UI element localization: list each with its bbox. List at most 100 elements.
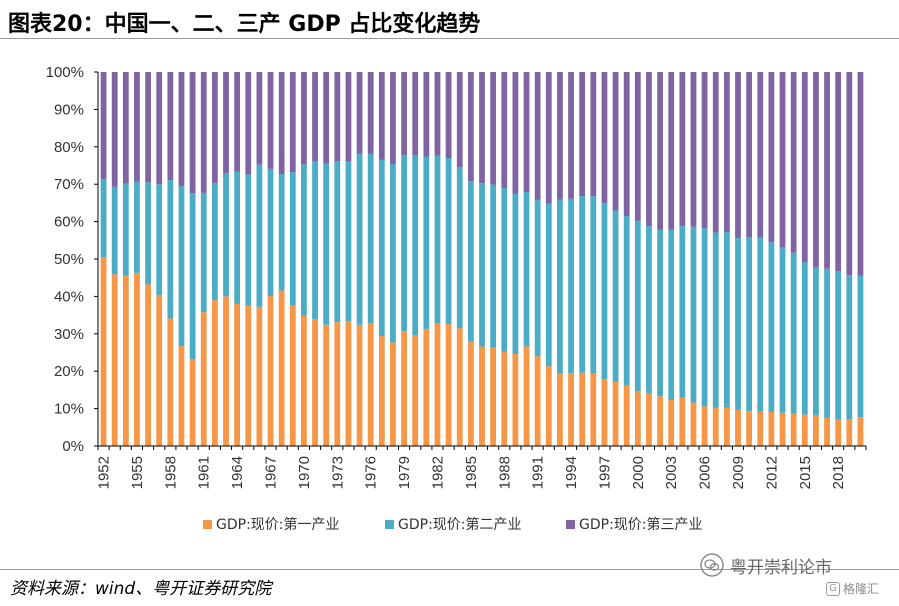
bar-segment-3-1983	[445, 72, 452, 159]
bar-segment-2-1958	[167, 180, 174, 319]
bar-segment-3-1976	[367, 72, 374, 154]
bar-segment-3-1954	[122, 72, 129, 184]
bar-segment-1-2009	[735, 410, 741, 446]
bar-segment-2-1995	[579, 196, 586, 373]
bar-segment-3-2004	[679, 72, 686, 227]
bar-segment-3-1975	[356, 72, 363, 154]
source-note: 资料来源：wind、粤开证券研究院	[10, 579, 272, 599]
x-tick-label: 1976	[363, 456, 380, 489]
x-tick-label: 1970	[296, 456, 313, 489]
bar-segment-1-2019	[846, 419, 853, 446]
bar-segment-3-2003	[668, 72, 675, 230]
bar-segment-1-1986	[479, 346, 485, 446]
bar-segment-2-2003	[668, 229, 675, 400]
bar-segment-2-1967	[267, 168, 274, 297]
bar-segment-1-2008	[723, 407, 730, 446]
x-tick-label: 1988	[496, 456, 513, 489]
bar-segment-2-2004	[679, 226, 686, 398]
bar-segment-1-1999	[623, 385, 630, 446]
bar-segment-3-1958	[167, 72, 174, 181]
y-tick-label: 20%	[54, 363, 84, 380]
x-tick-label: 1973	[329, 456, 346, 489]
bar-segment-3-1984	[456, 72, 463, 167]
bar-segment-2-1976	[367, 153, 374, 324]
bar-segment-1-1977	[378, 336, 385, 446]
bar-segment-1-2003	[668, 400, 675, 446]
bar-segment-1-1968	[278, 290, 285, 446]
bar-segment-1-1962	[211, 300, 218, 446]
bar-segment-3-1956	[145, 72, 151, 183]
wechat-icon	[700, 553, 724, 577]
bar-segment-2-1964	[234, 171, 241, 304]
bar-segment-2-2012	[768, 242, 775, 412]
bar-segment-1-1996	[590, 373, 597, 446]
bar-segment-1-1966	[256, 306, 263, 446]
bar-segment-1-1961	[200, 312, 207, 446]
bar-segment-2-1972	[323, 163, 330, 325]
x-tick-label: 1958	[162, 456, 179, 489]
bar-segment-1-1959	[178, 346, 185, 446]
bar-segment-2-1965	[245, 174, 252, 306]
bar-segment-1-2013	[779, 412, 786, 446]
legend-swatch-1	[203, 520, 212, 529]
bar-segment-1-2002	[657, 396, 663, 446]
bar-segment-2-1987	[490, 184, 497, 348]
bar-segment-2-1998	[612, 210, 619, 382]
bar-segment-2-1988	[501, 187, 508, 352]
bar-segment-3-2002	[657, 72, 663, 230]
bar-segment-1-2010	[746, 411, 753, 446]
bar-segment-2-1970	[301, 164, 307, 316]
bar-segment-3-1979	[401, 72, 407, 156]
bar-segment-3-1955	[134, 72, 140, 182]
bar-segment-1-2017	[824, 417, 830, 446]
bar-segment-2-1969	[289, 172, 296, 306]
bar-segment-3-1982	[434, 72, 441, 156]
x-tick-label: 2000	[630, 456, 647, 489]
bar-segment-1-1994	[568, 373, 574, 446]
bar-segment-3-2014	[790, 72, 797, 253]
bar-segment-3-1965	[245, 72, 252, 175]
bar-segment-1-1979	[401, 331, 407, 446]
bar-segment-2-1960	[189, 193, 196, 360]
bar-segment-1-2005	[690, 402, 697, 446]
bar-segment-2-1963	[223, 172, 229, 297]
bar-segment-2-1953	[111, 186, 118, 275]
bar-segment-2-1980	[412, 155, 419, 336]
watermark-brand: G 格隆汇	[826, 580, 879, 597]
bar-segment-3-2020	[857, 72, 864, 276]
bar-segment-1-1984	[456, 328, 463, 446]
bar-segment-1-2018	[835, 419, 842, 446]
bar-segment-1-1995	[579, 372, 586, 446]
title-divider	[0, 38, 899, 39]
bar-segment-2-2001	[646, 226, 652, 394]
y-tick-label: 100%	[46, 64, 84, 81]
bar-segment-3-1998	[612, 72, 619, 211]
bar-segment-1-2016	[813, 415, 819, 446]
bar-segment-3-2007	[712, 72, 719, 233]
bar-segment-3-2013	[779, 72, 786, 248]
bar-segment-3-1981	[423, 72, 430, 157]
x-tick-label: 1994	[563, 456, 580, 489]
bar-segment-3-1971	[312, 72, 318, 162]
bar-segment-1-1993	[557, 373, 563, 446]
bar-segment-1-1971	[312, 319, 318, 446]
bar-segment-2-2006	[701, 228, 708, 407]
bar-segment-1-1964	[234, 303, 241, 446]
bar-segment-2-1975	[356, 153, 363, 325]
legend-swatch-2	[385, 520, 394, 529]
bar-segment-1-2014	[790, 413, 797, 446]
y-tick-label: 30%	[54, 326, 84, 343]
bar-segment-3-1957	[156, 72, 163, 185]
x-tick-label: 1955	[129, 456, 146, 489]
y-tick-label: 70%	[54, 176, 84, 193]
bar-segment-1-1981	[423, 328, 430, 446]
bar-segment-3-1973	[334, 72, 341, 162]
bar-segment-1-2015	[801, 414, 808, 446]
bar-segment-1-2011	[757, 411, 764, 446]
bar-segment-3-2000	[634, 72, 641, 221]
bar-segment-3-1980	[412, 72, 419, 156]
bar-segment-3-1997	[601, 72, 608, 203]
bar-segment-3-1963	[223, 72, 229, 173]
bar-segment-3-1964	[234, 72, 241, 172]
bar-segment-1-2012	[768, 411, 775, 446]
